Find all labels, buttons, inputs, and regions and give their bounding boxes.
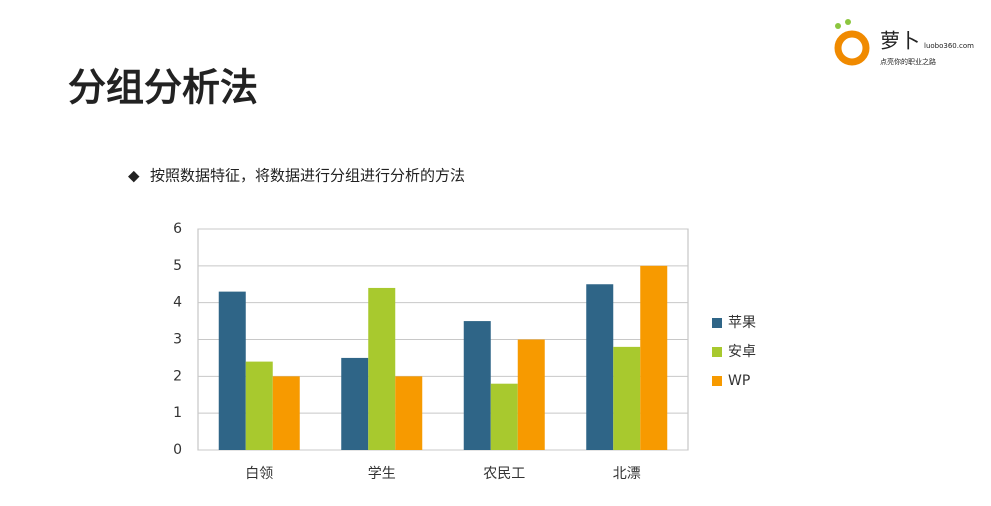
bar	[463, 321, 491, 450]
bullet-mark: ◆	[128, 167, 140, 185]
legend-label: 安卓	[728, 344, 756, 360]
bar	[586, 284, 614, 450]
x-tick-label: 学生	[368, 466, 396, 482]
y-tick-label: 6	[173, 221, 182, 237]
x-tick-label: 北漂	[613, 466, 641, 482]
legend-label: WP	[728, 373, 750, 389]
logo: 萝卜 luobo360.com 点亮你的职业之路	[834, 19, 974, 66]
y-tick-label: 2	[173, 368, 182, 384]
legend-swatch	[712, 376, 722, 386]
bullet-text: 按照数据特征，将数据进行分组进行分析的方法	[150, 167, 465, 185]
legend-swatch	[712, 318, 722, 328]
bar	[517, 339, 545, 450]
bar	[272, 376, 300, 450]
logo-leaf	[845, 19, 851, 25]
bar	[395, 376, 423, 450]
y-tick-label: 5	[173, 258, 182, 274]
y-tick-label: 3	[173, 332, 182, 348]
logo-name: 萝卜	[880, 29, 920, 53]
bar	[218, 291, 246, 450]
y-tick-label: 0	[173, 442, 182, 458]
x-tick-label: 农民工	[483, 466, 525, 482]
bar	[640, 265, 668, 450]
logo-leaf	[835, 23, 841, 29]
bar	[490, 383, 518, 450]
x-tick-label: 白领	[245, 466, 273, 482]
slide-title: 分组分析法	[68, 66, 258, 110]
legend-swatch	[712, 347, 722, 357]
logo-icon	[834, 30, 870, 66]
legend-label: 苹果	[728, 315, 756, 331]
y-tick-label: 4	[173, 295, 182, 311]
bar	[245, 361, 273, 450]
bar	[341, 357, 369, 450]
logo-slogan: 点亮你的职业之路	[880, 57, 936, 66]
y-tick-label: 1	[173, 405, 182, 421]
bar	[368, 287, 396, 450]
logo-url: luobo360.com	[924, 42, 974, 50]
bar	[613, 346, 641, 450]
